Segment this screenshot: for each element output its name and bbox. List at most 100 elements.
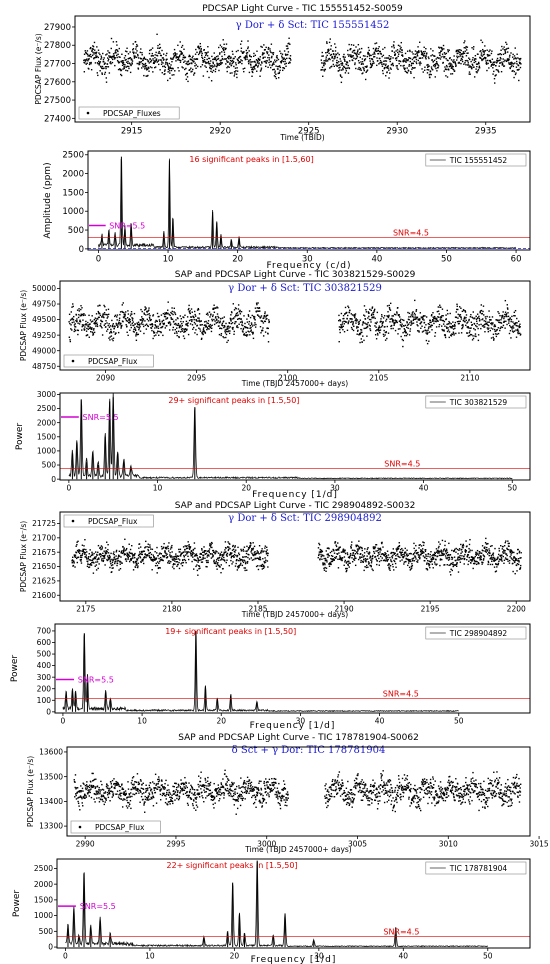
flux-point [126,331,128,333]
flux-point [343,331,346,333]
flux-point [324,68,327,71]
flux-point [355,46,357,48]
flux-point [140,61,143,63]
flux-point [183,328,185,331]
flux-point [361,547,363,550]
flux-point [94,51,96,54]
flux-point [224,326,226,328]
flux-point [417,319,420,321]
flux-point [392,57,394,59]
flux-point [335,46,337,49]
flux-point [243,550,245,552]
flux-point [501,61,503,63]
flux-point [104,305,106,308]
flux-point [149,49,151,52]
flux-point [377,334,379,336]
flux-point [186,551,188,553]
y-tick-label: 27900 [44,23,71,33]
flux-point [405,331,407,334]
flux-point [76,561,79,564]
flux-point [167,71,169,73]
flux-point [367,547,369,549]
flux-point [110,47,112,50]
flux-point [365,564,368,567]
flux-point [458,62,461,64]
flux-point [503,65,506,67]
flux-point [256,70,258,72]
flux-point [275,65,277,67]
flux-point [240,310,243,313]
flux-point [156,332,158,334]
flux-point [330,66,332,68]
flux-point [190,67,192,69]
flux-point [251,331,253,334]
flux-point [180,320,182,323]
flux-point [486,323,488,325]
flux-point [480,54,482,56]
flux-point [99,312,101,315]
flux-point [371,306,374,308]
chart-title: 29+ significant peaks in [1.5,50] [168,396,299,405]
flux-point [171,544,173,547]
flux-point [427,559,429,562]
flux-point [364,327,367,329]
flux-point [517,57,519,59]
flux-point [173,48,176,51]
flux-point [246,54,248,56]
flux-point [422,318,424,321]
flux-point [134,329,137,332]
flux-point [500,326,502,328]
flux-point [267,341,270,343]
flux-point [132,48,135,50]
flux-point [399,324,402,326]
flux-point [465,324,467,327]
flux-point [435,67,437,70]
flux-point [102,560,104,563]
flux-point [133,554,136,556]
flux-point [129,559,132,561]
flux-point [227,65,229,68]
flux-point [429,566,431,569]
axes-frame [59,280,531,371]
flux-point [195,64,197,66]
flux-point [361,72,363,75]
flux-point [326,561,328,563]
flux-point [343,65,345,68]
flux-point [442,44,445,47]
flux-point [425,58,427,60]
flux-point [219,44,222,46]
flux-point [86,58,88,60]
flux-point [361,549,364,552]
flux-point [206,55,209,57]
legend-marker [86,111,90,115]
flux-point [164,547,167,550]
flux-point [386,71,388,73]
flux-point [252,71,254,74]
flux-point [250,329,252,331]
flux-point [92,51,94,54]
flux-point [498,71,500,73]
flux-point [172,53,175,55]
flux-point [240,548,242,551]
flux-point [173,311,175,313]
flux-point [457,571,460,573]
flux-point [218,53,221,55]
flux-point [245,335,248,337]
flux-point [340,551,343,553]
flux-point [230,556,233,559]
flux-point [505,320,507,323]
flux-point [151,325,154,328]
flux-point [425,557,428,560]
flux-point [437,320,439,322]
flux-point [378,557,380,560]
flux-point [244,567,247,569]
flux-point [466,332,469,334]
flux-point [246,560,249,563]
flux-point [463,558,466,561]
flux-point [183,556,186,558]
flux-point [450,568,452,571]
flux-point [323,70,326,72]
flux-point [381,63,383,66]
flux-point [189,310,191,312]
flux-point [215,322,218,324]
